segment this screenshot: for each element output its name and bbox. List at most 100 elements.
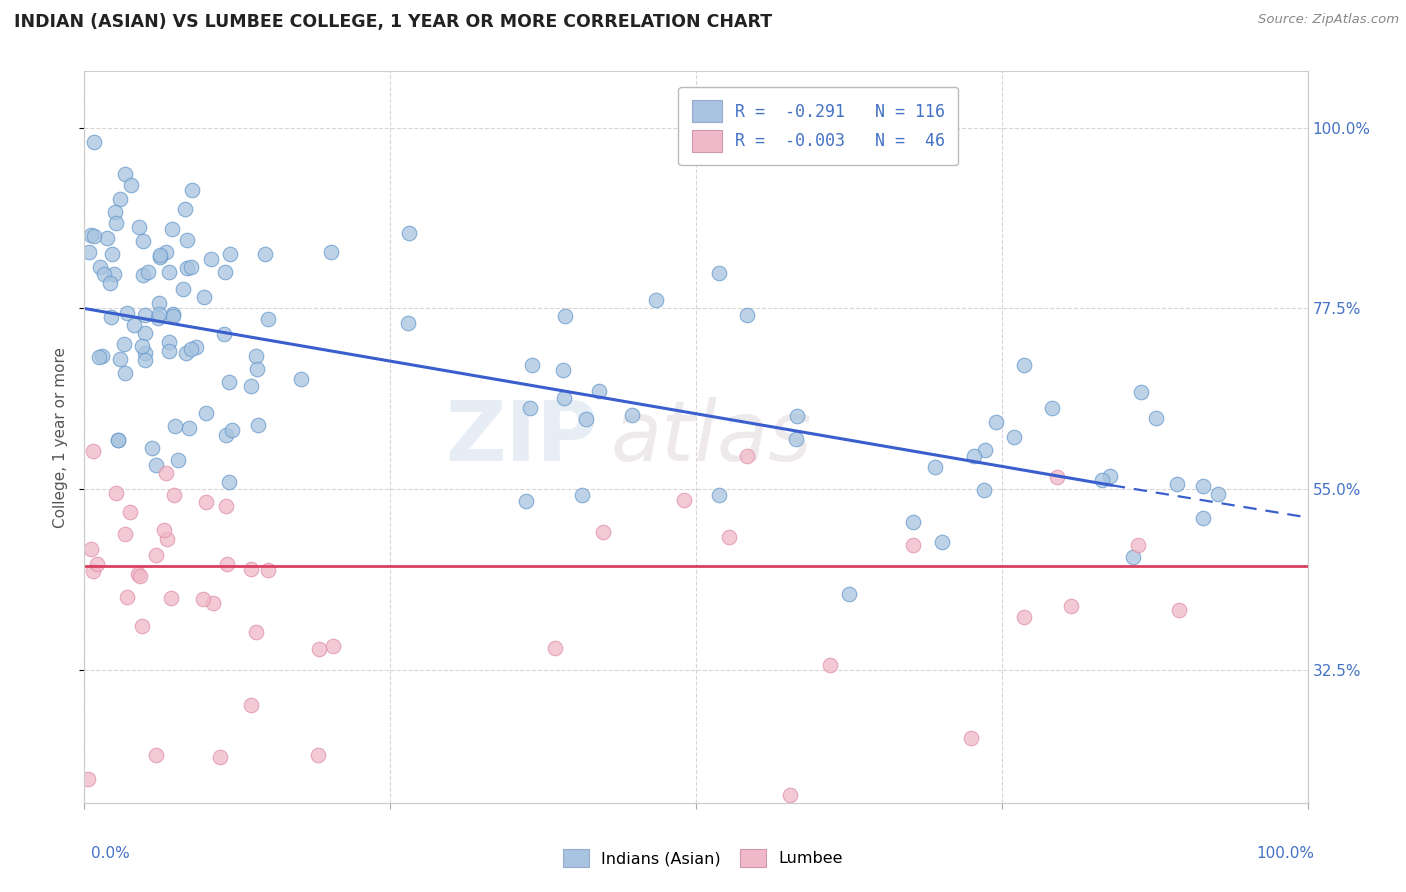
Point <box>155 466 177 480</box>
Point <box>160 591 183 605</box>
Point <box>592 524 614 539</box>
Point <box>114 527 136 541</box>
Text: atlas: atlas <box>610 397 813 477</box>
Point <box>307 747 329 762</box>
Point <box>785 433 807 447</box>
Point <box>195 494 218 508</box>
Point <box>319 244 342 259</box>
Point <box>96 231 118 245</box>
Point <box>973 483 995 498</box>
Point <box>779 788 801 802</box>
Point <box>136 265 159 279</box>
Point <box>553 363 575 377</box>
Point <box>79 244 101 259</box>
Point <box>554 309 576 323</box>
Point <box>1146 411 1168 425</box>
Point <box>672 493 695 508</box>
Point <box>134 308 156 322</box>
Point <box>193 592 215 607</box>
Point <box>159 265 181 279</box>
Point <box>120 505 142 519</box>
Point <box>1167 603 1189 617</box>
Point <box>163 419 186 434</box>
Point <box>152 524 174 538</box>
Point <box>1122 550 1144 565</box>
Point <box>924 460 946 475</box>
Point <box>155 245 177 260</box>
Point <box>166 453 188 467</box>
Point <box>571 488 593 502</box>
Point <box>176 233 198 247</box>
Point <box>1002 430 1025 444</box>
Point <box>76 772 98 786</box>
Point <box>90 349 112 363</box>
Point <box>903 538 925 552</box>
Text: 0.0%: 0.0% <box>91 846 131 861</box>
Point <box>240 698 263 712</box>
Point <box>818 658 841 673</box>
Point <box>786 409 808 423</box>
Point <box>180 260 202 275</box>
Point <box>134 346 156 360</box>
Point <box>718 530 741 544</box>
Point <box>127 566 149 581</box>
Point <box>931 534 953 549</box>
Point <box>86 558 108 572</box>
Point <box>215 557 238 571</box>
Text: 100.0%: 100.0% <box>1257 846 1315 861</box>
Point <box>322 639 344 653</box>
Point <box>200 252 222 266</box>
Point <box>163 487 186 501</box>
Point <box>515 494 537 508</box>
Point <box>963 449 986 463</box>
Point <box>1060 599 1083 613</box>
Point <box>838 587 860 601</box>
Point <box>149 248 172 262</box>
Point <box>157 335 180 350</box>
Point <box>107 433 129 447</box>
Point <box>544 641 567 656</box>
Point <box>134 326 156 340</box>
Point <box>246 417 269 432</box>
Point <box>80 541 103 556</box>
Point <box>1040 401 1063 416</box>
Point <box>1206 487 1229 501</box>
Point <box>132 268 155 283</box>
Point <box>193 290 215 304</box>
Point <box>219 247 242 261</box>
Point <box>1046 470 1069 484</box>
Point <box>308 641 330 656</box>
Point <box>83 135 105 149</box>
Point <box>132 234 155 248</box>
Point <box>553 391 575 405</box>
Point <box>107 434 129 448</box>
Point <box>100 310 122 325</box>
Point <box>709 266 731 280</box>
Text: INDIAN (ASIAN) VS LUMBEE COLLEGE, 1 YEAR OR MORE CORRELATION CHART: INDIAN (ASIAN) VS LUMBEE COLLEGE, 1 YEAR… <box>14 13 772 31</box>
Point <box>162 309 184 323</box>
Point <box>172 282 194 296</box>
Point <box>80 227 103 242</box>
Point <box>104 204 127 219</box>
Point <box>181 183 204 197</box>
Point <box>104 486 127 500</box>
Point <box>1012 358 1035 372</box>
Point <box>174 202 197 217</box>
Point <box>195 406 218 420</box>
Point <box>246 361 269 376</box>
Point <box>215 428 238 442</box>
Point <box>82 443 104 458</box>
Point <box>201 596 224 610</box>
Point <box>129 569 152 583</box>
Point <box>973 442 995 457</box>
Point <box>1126 538 1149 552</box>
Point <box>1191 478 1213 492</box>
Point <box>621 408 644 422</box>
Point <box>180 342 202 356</box>
Point <box>176 260 198 275</box>
Point <box>131 339 153 353</box>
Point <box>157 344 180 359</box>
Point <box>148 307 170 321</box>
Point <box>104 216 127 230</box>
Point <box>1130 385 1153 400</box>
